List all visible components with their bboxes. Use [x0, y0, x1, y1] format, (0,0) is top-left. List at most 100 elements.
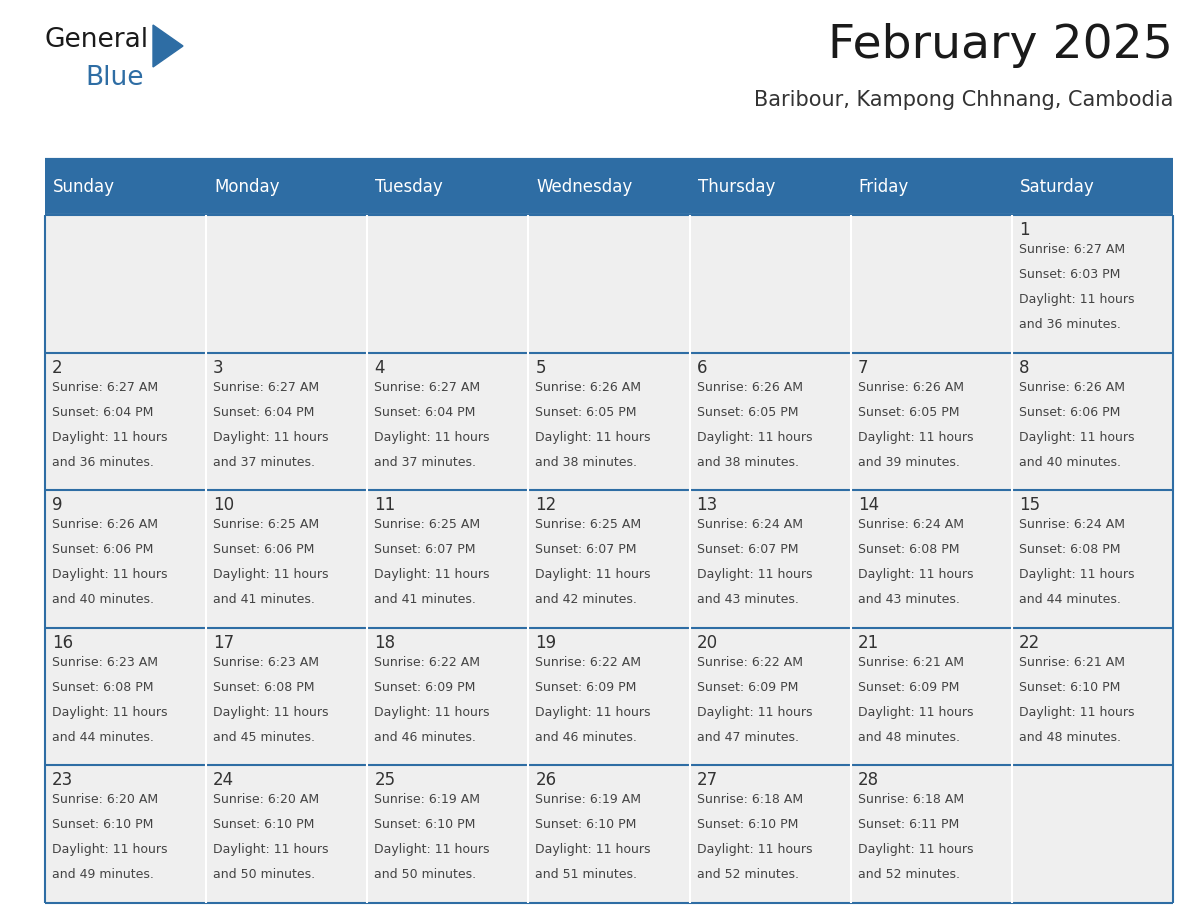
Bar — [689, 353, 851, 490]
Text: Sunset: 6:07 PM: Sunset: 6:07 PM — [374, 543, 475, 556]
Text: 2: 2 — [52, 359, 63, 376]
Text: and 36 minutes.: and 36 minutes. — [1019, 318, 1120, 331]
Text: Sunrise: 6:22 AM: Sunrise: 6:22 AM — [536, 655, 642, 669]
Text: Daylight: 11 hours: Daylight: 11 hours — [536, 706, 651, 719]
Text: Sunset: 6:08 PM: Sunset: 6:08 PM — [858, 543, 959, 556]
Text: Sunset: 6:09 PM: Sunset: 6:09 PM — [858, 681, 959, 694]
Text: and 41 minutes.: and 41 minutes. — [374, 593, 476, 606]
Text: 3: 3 — [213, 359, 223, 376]
Text: and 46 minutes.: and 46 minutes. — [536, 731, 637, 744]
Polygon shape — [153, 25, 183, 67]
Text: Daylight: 11 hours: Daylight: 11 hours — [1019, 568, 1135, 581]
Text: Daylight: 11 hours: Daylight: 11 hours — [52, 568, 168, 581]
Text: 16: 16 — [52, 633, 74, 652]
Text: Sunset: 6:09 PM: Sunset: 6:09 PM — [374, 681, 475, 694]
Text: and 52 minutes.: and 52 minutes. — [858, 868, 960, 881]
Bar — [367, 215, 529, 353]
Bar — [851, 628, 1012, 766]
Text: and 44 minutes.: and 44 minutes. — [1019, 593, 1120, 606]
Text: Daylight: 11 hours: Daylight: 11 hours — [536, 431, 651, 443]
Text: Daylight: 11 hours: Daylight: 11 hours — [213, 568, 329, 581]
Text: Sunrise: 6:26 AM: Sunrise: 6:26 AM — [696, 381, 803, 394]
Text: and 48 minutes.: and 48 minutes. — [858, 731, 960, 744]
Text: Sunrise: 6:22 AM: Sunrise: 6:22 AM — [696, 655, 803, 669]
Text: Sunrise: 6:24 AM: Sunrise: 6:24 AM — [1019, 518, 1125, 532]
Text: 6: 6 — [696, 359, 707, 376]
Text: Thursday: Thursday — [697, 178, 775, 196]
Text: and 43 minutes.: and 43 minutes. — [858, 593, 960, 606]
Bar — [45, 353, 207, 490]
Text: 12: 12 — [536, 497, 557, 514]
Text: and 45 minutes.: and 45 minutes. — [213, 731, 315, 744]
Text: 7: 7 — [858, 359, 868, 376]
Text: 24: 24 — [213, 771, 234, 789]
Text: and 42 minutes.: and 42 minutes. — [536, 593, 637, 606]
Text: Sunset: 6:10 PM: Sunset: 6:10 PM — [374, 819, 475, 832]
Bar — [689, 160, 851, 215]
Text: and 51 minutes.: and 51 minutes. — [536, 868, 638, 881]
Text: and 41 minutes.: and 41 minutes. — [213, 593, 315, 606]
Text: 10: 10 — [213, 497, 234, 514]
Text: Sunset: 6:06 PM: Sunset: 6:06 PM — [1019, 406, 1120, 419]
Text: and 44 minutes.: and 44 minutes. — [52, 731, 154, 744]
Text: 23: 23 — [52, 771, 74, 789]
Bar — [207, 215, 367, 353]
Text: 4: 4 — [374, 359, 385, 376]
Bar — [45, 490, 207, 628]
Text: Sunrise: 6:20 AM: Sunrise: 6:20 AM — [52, 793, 158, 806]
Text: 17: 17 — [213, 633, 234, 652]
Text: Daylight: 11 hours: Daylight: 11 hours — [213, 706, 329, 719]
Bar — [45, 766, 207, 903]
Text: Saturday: Saturday — [1019, 178, 1094, 196]
Text: Sunrise: 6:19 AM: Sunrise: 6:19 AM — [374, 793, 480, 806]
Text: Sunset: 6:09 PM: Sunset: 6:09 PM — [536, 681, 637, 694]
Text: 18: 18 — [374, 633, 396, 652]
Text: Sunset: 6:11 PM: Sunset: 6:11 PM — [858, 819, 959, 832]
Text: Daylight: 11 hours: Daylight: 11 hours — [374, 706, 489, 719]
Text: Sunrise: 6:24 AM: Sunrise: 6:24 AM — [858, 518, 963, 532]
Text: Daylight: 11 hours: Daylight: 11 hours — [858, 568, 973, 581]
Text: Daylight: 11 hours: Daylight: 11 hours — [374, 431, 489, 443]
Text: Sunset: 6:04 PM: Sunset: 6:04 PM — [52, 406, 153, 419]
Text: and 50 minutes.: and 50 minutes. — [213, 868, 315, 881]
Text: 9: 9 — [52, 497, 63, 514]
Text: Sunrise: 6:20 AM: Sunrise: 6:20 AM — [213, 793, 320, 806]
Bar — [367, 628, 529, 766]
Text: 19: 19 — [536, 633, 556, 652]
Text: and 38 minutes.: and 38 minutes. — [536, 455, 638, 469]
Text: Sunrise: 6:23 AM: Sunrise: 6:23 AM — [213, 655, 320, 669]
Text: 20: 20 — [696, 633, 718, 652]
Text: Sunrise: 6:23 AM: Sunrise: 6:23 AM — [52, 655, 158, 669]
Bar — [529, 628, 689, 766]
Text: Sunset: 6:06 PM: Sunset: 6:06 PM — [52, 543, 153, 556]
Bar — [45, 628, 207, 766]
Text: Sunrise: 6:18 AM: Sunrise: 6:18 AM — [696, 793, 803, 806]
Text: Sunset: 6:05 PM: Sunset: 6:05 PM — [696, 406, 798, 419]
Text: Sunset: 6:07 PM: Sunset: 6:07 PM — [536, 543, 637, 556]
Bar — [851, 215, 1012, 353]
Text: and 49 minutes.: and 49 minutes. — [52, 868, 154, 881]
Text: 14: 14 — [858, 497, 879, 514]
Text: Wednesday: Wednesday — [537, 178, 633, 196]
Bar — [689, 628, 851, 766]
Text: Sunset: 6:08 PM: Sunset: 6:08 PM — [52, 681, 153, 694]
Text: Daylight: 11 hours: Daylight: 11 hours — [536, 568, 651, 581]
Bar — [45, 160, 207, 215]
Text: and 47 minutes.: and 47 minutes. — [696, 731, 798, 744]
Text: Sunrise: 6:27 AM: Sunrise: 6:27 AM — [374, 381, 480, 394]
Bar — [207, 766, 367, 903]
Text: Sunset: 6:10 PM: Sunset: 6:10 PM — [1019, 681, 1120, 694]
Bar — [367, 160, 529, 215]
Text: Daylight: 11 hours: Daylight: 11 hours — [52, 844, 168, 856]
Text: 26: 26 — [536, 771, 556, 789]
Text: Daylight: 11 hours: Daylight: 11 hours — [213, 431, 329, 443]
Text: Daylight: 11 hours: Daylight: 11 hours — [1019, 431, 1135, 443]
Text: Sunrise: 6:25 AM: Sunrise: 6:25 AM — [536, 518, 642, 532]
Text: 5: 5 — [536, 359, 546, 376]
Bar — [851, 766, 1012, 903]
Text: Sunrise: 6:27 AM: Sunrise: 6:27 AM — [213, 381, 320, 394]
Text: and 52 minutes.: and 52 minutes. — [696, 868, 798, 881]
Text: 28: 28 — [858, 771, 879, 789]
Bar — [367, 490, 529, 628]
Bar — [45, 215, 207, 353]
